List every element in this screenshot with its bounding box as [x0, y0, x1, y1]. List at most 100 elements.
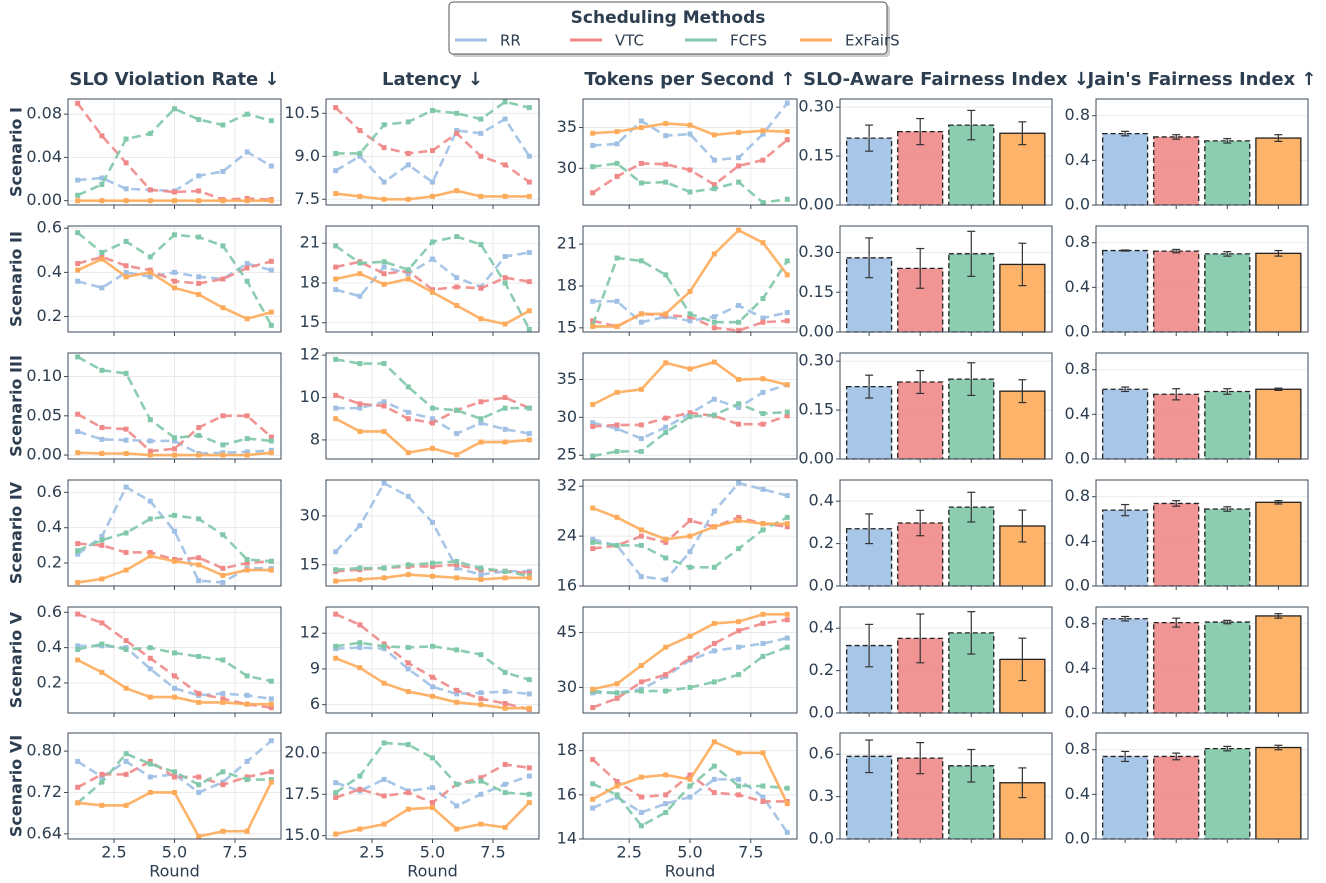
point-marker: [454, 303, 460, 308]
point-marker: [454, 431, 460, 437]
point-marker: [196, 555, 202, 561]
point-marker: [663, 161, 669, 167]
point-marker: [244, 449, 250, 455]
point-marker: [711, 412, 717, 418]
y-tick-label: 15: [300, 554, 320, 573]
y-tick-label: 0.2: [37, 672, 62, 691]
point-marker: [711, 739, 717, 745]
point-marker: [99, 542, 105, 548]
point-marker: [502, 405, 508, 411]
y-tick-label: 32: [557, 476, 577, 495]
axes-frame: [582, 352, 798, 460]
point-marker: [172, 189, 177, 195]
point-marker: [478, 316, 484, 322]
point-marker: [172, 528, 177, 534]
point-marker: [196, 653, 202, 659]
y-tick-label: 0.8: [1065, 105, 1090, 124]
point-marker: [75, 192, 81, 198]
x-tick-label: 5.0: [677, 843, 702, 862]
axes-frame: [839, 352, 1053, 460]
point-marker: [75, 646, 81, 652]
point-marker: [784, 318, 790, 324]
point-marker: [784, 514, 790, 520]
point-marker: [405, 162, 411, 168]
point-marker: [220, 243, 226, 249]
y-tick-label: 35: [557, 117, 577, 136]
axes-frame: [67, 479, 282, 587]
point-marker: [614, 141, 620, 147]
point-marker: [430, 674, 435, 680]
y-tick-label: 0.4: [37, 517, 62, 536]
point-marker: [381, 145, 387, 151]
point-marker: [220, 452, 226, 458]
bar: [1153, 250, 1200, 333]
bar: [1204, 253, 1251, 333]
point-marker: [220, 779, 226, 785]
y-tick-label: 0.00: [798, 322, 834, 341]
point-marker: [147, 187, 153, 193]
point-marker: [99, 256, 105, 262]
y-tick-label: 0.05: [26, 405, 62, 424]
point-marker: [454, 452, 460, 458]
point-marker: [268, 118, 274, 124]
y-tick-label: 0.0: [1065, 703, 1090, 722]
point-marker: [736, 405, 742, 411]
y-tick-label: 21: [557, 234, 577, 253]
point-marker: [590, 190, 596, 196]
point-marker: [147, 774, 153, 780]
point-marker: [736, 129, 742, 135]
point-marker: [454, 575, 460, 581]
point-marker: [244, 436, 250, 442]
point-marker: [220, 565, 226, 571]
point-marker: [75, 541, 81, 547]
y-tick-label: 30: [557, 158, 577, 177]
point-marker: [663, 577, 669, 583]
point-marker: [736, 179, 742, 185]
point-marker: [123, 802, 129, 808]
point-marker: [784, 100, 790, 106]
point-marker: [526, 773, 532, 779]
point-marker: [784, 521, 790, 527]
y-tick-label: 0.30: [798, 351, 834, 370]
axes-frame: [1095, 732, 1309, 840]
y-tick-label: 0.4: [1065, 784, 1090, 803]
y-tick-label: 0.0: [1065, 829, 1090, 848]
point-marker: [638, 258, 644, 264]
column-title: SLO Violation Rate ↓: [69, 69, 279, 90]
point-marker: [268, 777, 274, 783]
y-tick-label: 18: [557, 740, 577, 759]
point-marker: [99, 576, 105, 582]
point-marker: [381, 776, 387, 782]
point-marker: [196, 452, 202, 458]
point-marker: [478, 702, 484, 708]
point-marker: [123, 186, 129, 192]
point-marker: [196, 691, 202, 697]
point-marker: [75, 579, 81, 585]
point-marker: [381, 361, 387, 367]
legend-label: FCFS: [730, 32, 767, 50]
column-title: Jain's Fairness Index ↑: [1085, 69, 1316, 90]
point-marker: [478, 572, 484, 578]
point-marker: [333, 416, 339, 422]
point-marker: [663, 424, 669, 430]
point-marker: [75, 784, 81, 790]
point-marker: [99, 534, 105, 540]
column-title: Latency ↓: [382, 69, 483, 90]
y-tick-label: 0.4: [809, 491, 834, 510]
point-marker: [268, 705, 274, 711]
y-tick-label: 20.0: [284, 742, 320, 761]
point-marker: [405, 562, 411, 568]
point-marker: [784, 409, 790, 415]
point-marker: [430, 560, 435, 566]
point-marker: [381, 399, 387, 405]
point-marker: [638, 311, 644, 317]
point-marker: [220, 532, 226, 538]
point-marker: [760, 389, 766, 395]
legend-label: ExFairS: [845, 32, 900, 50]
point-marker: [663, 272, 669, 278]
point-marker: [454, 687, 460, 693]
point-marker: [526, 431, 532, 437]
bar: [1204, 621, 1251, 714]
axes-frame: [67, 352, 282, 460]
